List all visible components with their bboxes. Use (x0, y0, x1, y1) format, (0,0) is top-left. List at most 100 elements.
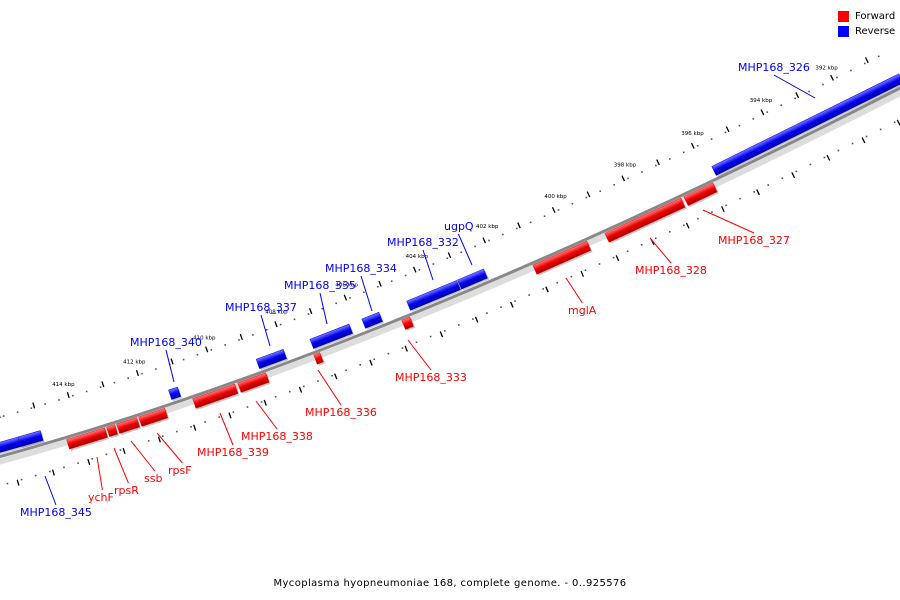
scale-dot-outer (387, 352, 390, 355)
scale-dot-outer (683, 224, 685, 227)
tick-mark (826, 154, 831, 161)
scale-dot-outer (457, 324, 460, 326)
scale-dot-inner (877, 55, 880, 58)
tick-mark (170, 358, 174, 365)
gene-block-mgla[interactable] (532, 240, 593, 276)
tick-label: 404 kbp (406, 254, 429, 260)
leader-line (457, 233, 473, 266)
gene-block-body (168, 386, 182, 400)
tick-mark (482, 237, 487, 244)
scale-dot-outer (893, 121, 896, 124)
gene-label[interactable]: MHP168_340 (130, 336, 202, 349)
scale-dot-inner (279, 323, 282, 326)
scale-dot-outer (162, 435, 164, 438)
gene-label[interactable]: MHP168_327 (718, 234, 790, 247)
gene-block-mhp168_326[interactable] (711, 73, 900, 177)
tick-mark (135, 369, 140, 377)
gene-label[interactable]: MHP168_328 (635, 264, 707, 277)
scale-dot-inner (515, 227, 518, 230)
gene-label[interactable]: rpsF (168, 464, 192, 477)
gene-block-body (401, 316, 414, 330)
scale-dot-inner (724, 131, 727, 134)
scale-dot-outer (598, 263, 601, 265)
gene-block-mhp168_327[interactable] (683, 182, 719, 207)
scale-dot-inner (16, 411, 19, 413)
scale-dot-outer (20, 478, 23, 481)
gene-block-body (66, 427, 108, 450)
gene-block-extra[interactable] (17, 430, 45, 449)
scale-dot-inner (418, 269, 421, 271)
scale-dot-outer (725, 204, 727, 207)
gene-label[interactable]: ugpQ (444, 220, 474, 233)
tick-mark (656, 159, 660, 166)
scale-dot-outer (697, 217, 699, 220)
tick-mark (615, 255, 620, 262)
gene-label[interactable]: MHP168_326 (738, 61, 810, 74)
gene-block-mhp168_332[interactable] (406, 280, 463, 312)
gene-block-rpsf[interactable] (138, 407, 170, 428)
gene-label[interactable]: mglA (568, 304, 597, 317)
scale-dot-inner (155, 368, 157, 370)
gene-block-ugpq[interactable] (457, 268, 490, 291)
scale-dot-inner (627, 177, 629, 180)
leader-line (113, 447, 129, 484)
gene-label[interactable]: ychF (88, 491, 114, 504)
gene-label[interactable]: MHP168_337 (225, 301, 297, 314)
gene-block-mhp168_334[interactable] (361, 311, 385, 330)
leader-line (317, 369, 342, 406)
gene-label[interactable]: MHP168_338 (241, 430, 313, 443)
gene-block-body (457, 268, 488, 290)
scale-dot-outer (556, 281, 559, 284)
gene-block-mhp168_333[interactable] (401, 316, 416, 332)
scale-dot-outer (401, 347, 404, 349)
scale-dot-inner (613, 184, 615, 186)
tick-label: 408 kbp (265, 309, 288, 315)
scale-dot-outer (795, 170, 798, 173)
gene-label[interactable]: MHP168_336 (305, 406, 377, 419)
gene-label[interactable]: MHP168_334 (325, 262, 397, 275)
tick-mark (343, 294, 348, 301)
scale-dot-outer (232, 411, 235, 413)
gene-label[interactable]: MHP168_333 (395, 371, 467, 384)
leader-line (360, 275, 373, 312)
tick-mark (447, 252, 452, 259)
scale-dot-outer (472, 318, 474, 320)
scale-dot-outer (640, 244, 643, 246)
gene-label[interactable]: MHP168_345 (20, 506, 92, 519)
scale-dot-inner (72, 394, 74, 397)
gene-label[interactable]: MHP168_335 (284, 279, 356, 292)
gene-block-mhp168_336[interactable] (313, 352, 325, 366)
tick-label: 414 kbp (52, 382, 75, 388)
scale-dot-outer (781, 177, 784, 180)
tick-mark (228, 412, 232, 419)
forward-swatch (838, 11, 849, 22)
tick-label: 394 kbp (750, 98, 773, 104)
scale-dot-outer (584, 269, 587, 272)
scale-dot-outer (49, 470, 51, 473)
scale-dot-outer (837, 149, 840, 152)
gene-block-ssb[interactable] (116, 417, 142, 436)
gene-block-mhp168_339[interactable] (192, 383, 240, 410)
gene-block-mhp168_340[interactable] (168, 386, 183, 402)
tick-mark (510, 301, 514, 308)
reverse-swatch (838, 26, 849, 37)
gene-block-mhp168_328[interactable] (604, 197, 687, 244)
tick-mark (551, 206, 556, 213)
gene-block-ychf[interactable] (66, 427, 110, 451)
gene-block-mhp168_335[interactable] (309, 323, 355, 351)
tick-mark (474, 316, 479, 323)
gene-block-mhp168_337[interactable] (255, 348, 289, 371)
scale-dot-inner (404, 274, 407, 277)
gene-label[interactable]: ssb (144, 472, 162, 485)
legend-label-forward: Forward (855, 11, 896, 22)
scale-dot-inner (850, 69, 852, 72)
scale-dot-inner (446, 257, 449, 260)
scale-dot-outer (359, 363, 361, 366)
gene-label[interactable]: rpsR (114, 484, 139, 497)
gene-block-mhp168_338[interactable] (237, 372, 271, 394)
leader-line (649, 237, 672, 264)
gene-label[interactable]: MHP168_332 (387, 236, 459, 249)
scale-dot-inner (794, 97, 796, 100)
gene-block-rpsr[interactable] (106, 424, 120, 439)
gene-label[interactable]: MHP168_339 (197, 446, 269, 459)
